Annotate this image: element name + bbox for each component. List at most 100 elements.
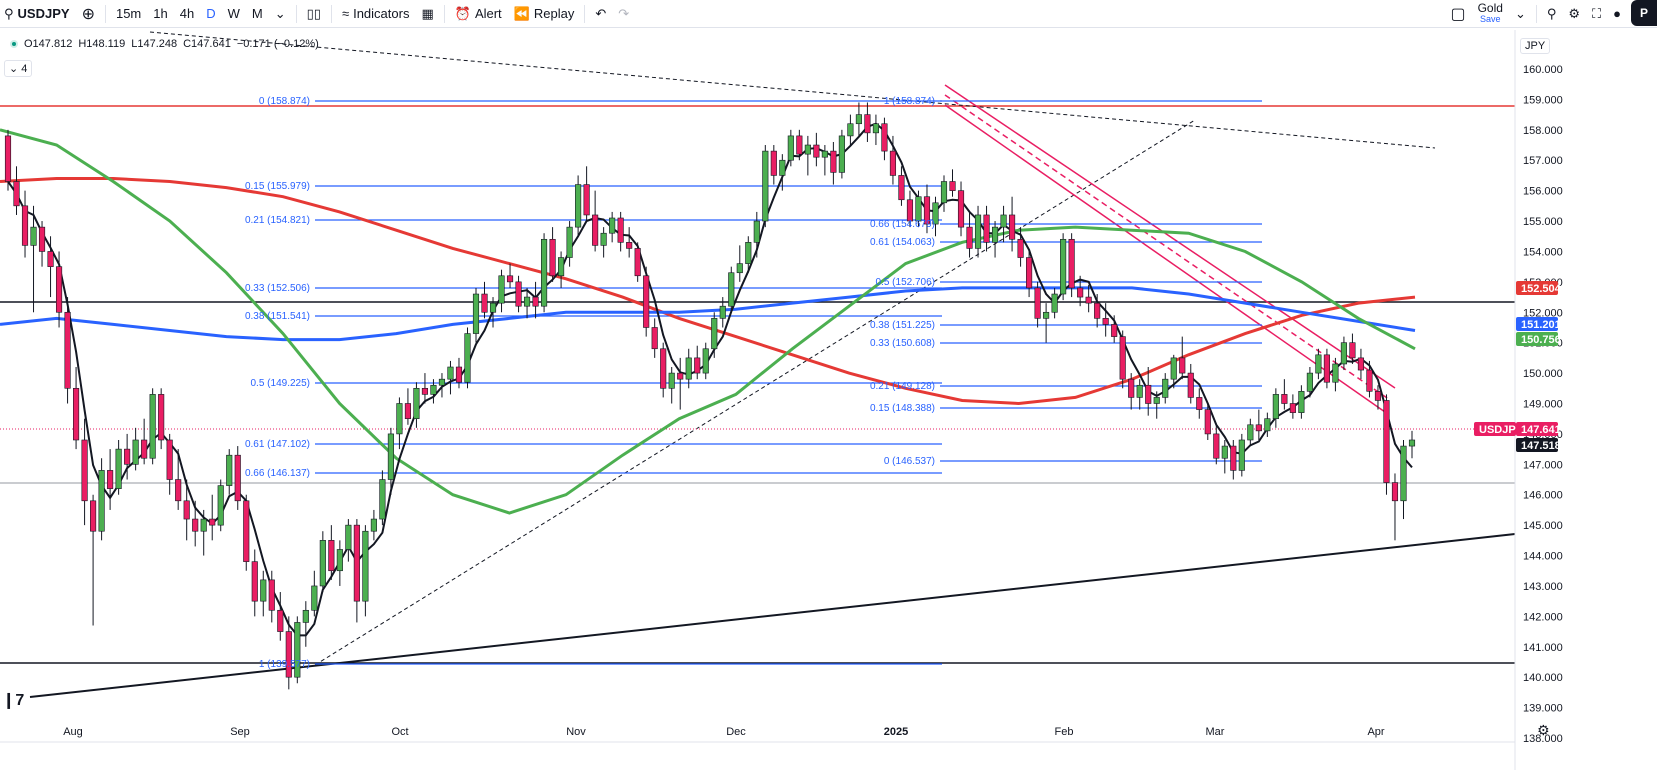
candle-body: [430, 384, 437, 395]
candle-body: [1281, 394, 1288, 404]
fib-labels: 0 (158.874) 0.15 (155.979) 0.21 (154.821) 0…: [245, 96, 935, 670]
candle-body: [1145, 384, 1152, 404]
alert-button[interactable]: ⏰ Alert: [449, 0, 508, 28]
candle-body: [124, 448, 131, 465]
candle-body: [1077, 287, 1084, 298]
candle-body: [362, 530, 369, 602]
candle-body: [779, 159, 786, 176]
candle-body: [1340, 342, 1347, 365]
timeframe-w[interactable]: W: [227, 6, 240, 21]
timeframe-m[interactable]: M: [251, 6, 263, 21]
channel-line: [944, 104, 1386, 413]
candle-body: [872, 123, 879, 134]
timeframe-15m[interactable]: 15m: [115, 6, 142, 21]
candle-body: [200, 518, 207, 532]
candle-body: [379, 479, 386, 520]
candle-body: [1221, 445, 1228, 459]
candle-body: [149, 394, 156, 459]
toolbar-divider: [443, 4, 445, 23]
time-tick-label: Mar: [1206, 726, 1225, 738]
chart-type-button[interactable]: ▯▯: [301, 0, 327, 28]
candle-body: [38, 226, 46, 252]
candle-body: [600, 232, 607, 246]
fib-right-label: 0.5 (152.706): [876, 277, 936, 288]
toolbar-divider: [330, 4, 332, 23]
candle-body: [1255, 424, 1262, 432]
candle-body: [183, 500, 190, 520]
candle-body: [1102, 318, 1109, 325]
candle-body: [1391, 482, 1399, 502]
candle-body: [243, 500, 250, 562]
timeframe-dropdown[interactable]: ⌄: [269, 0, 292, 28]
layout-square-button[interactable]: ▢: [1444, 0, 1471, 28]
timeframe-4h[interactable]: 4h: [179, 6, 195, 21]
candle-body: [1196, 397, 1203, 410]
countdown-price-tag-bg: [1516, 438, 1558, 452]
candle-body: [1230, 445, 1237, 471]
layout-save-button[interactable]: Gold Save: [1472, 0, 1509, 28]
candle-body: [47, 251, 54, 267]
price-tick-label: 158.000: [1523, 125, 1563, 137]
indicators-collapse-button[interactable]: ⌄ 4: [4, 60, 33, 77]
candle-body: [1408, 439, 1416, 447]
axis-settings-icon[interactable]: ⚙: [1537, 722, 1550, 738]
candle-body: [370, 518, 377, 532]
redo-button[interactable]: ↷: [612, 0, 635, 28]
candle-body: [906, 199, 914, 222]
indicators-icon: ≈: [341, 6, 350, 21]
fib-right-label: 0.15 (148.388): [870, 403, 935, 414]
candle-body: [90, 500, 97, 532]
symbol-search[interactable]: ⚲ USDJPY: [0, 0, 76, 28]
fullscreen-button[interactable]: ⛶: [1586, 0, 1607, 28]
countdown-price-tag: 147.518: [1521, 440, 1561, 452]
fib-right-label: 0 (146.537): [884, 456, 935, 467]
quick-search-button[interactable]: ⚲: [1541, 0, 1563, 28]
legend-low: L147.248: [131, 38, 178, 50]
timeframe-1h[interactable]: 1h: [153, 6, 168, 21]
indicators-button[interactable]: ≈ Indicators: [336, 0, 416, 28]
candle-body: [1034, 287, 1041, 319]
dashed-trend-line: [149, 31, 1436, 149]
candle-body: [1315, 354, 1322, 374]
candle-body: [626, 242, 633, 249]
undo-button[interactable]: ↶: [589, 0, 612, 28]
candle-body: [107, 470, 114, 489]
price-tick-label: 155.000: [1523, 216, 1563, 228]
candle-body: [1000, 214, 1007, 228]
candle-body: [1068, 238, 1075, 289]
publish-button[interactable]: P: [1631, 0, 1657, 26]
settings-button[interactable]: ⚙: [1562, 0, 1586, 28]
candle-body: [1162, 378, 1169, 398]
candle-body: [932, 202, 939, 225]
snapshot-button[interactable]: ●: [1607, 0, 1627, 28]
candle-body: [685, 357, 692, 380]
ohlc-legend: O147.812 H148.119 L147.248 C147.641 −0.1…: [10, 38, 319, 50]
replay-button[interactable]: ⏪ Replay: [508, 0, 581, 28]
candle-body: [1085, 296, 1092, 304]
candle-body: [1400, 445, 1407, 502]
indicators-label: Indicators: [353, 6, 410, 21]
compare-button[interactable]: ⊕: [76, 0, 101, 28]
candle-body: [319, 540, 326, 587]
candle-body: [251, 561, 258, 602]
candle-body: [1051, 293, 1058, 313]
candle-body: [1204, 409, 1211, 435]
candle-body: [55, 266, 63, 313]
candle-body: [277, 609, 284, 632]
time-axis[interactable]: Aug Sep Oct Nov Dec 2025 Feb Mar Apr: [0, 726, 1515, 743]
price-axis[interactable]: 160.000 159.000 158.000 157.000 156.000 155.0…: [1514, 30, 1563, 770]
candle-body: [1111, 324, 1118, 337]
short-moving-average-line: [7, 122, 1413, 637]
fullscreen-icon: ⛶: [1592, 5, 1602, 21]
candle-body: [158, 394, 165, 441]
price-tick-label: 146.000: [1523, 490, 1563, 502]
layout-dropdown[interactable]: ⌄: [1509, 0, 1532, 28]
candle-body: [830, 150, 837, 173]
candle-body: [575, 184, 582, 228]
price-chart[interactable]: 0 (158.874) 0.15 (155.979) 0.21 (154.821) 0…: [0, 30, 1657, 784]
search-icon: ⚲: [1546, 5, 1557, 21]
candle-body: [489, 302, 497, 313]
currency-label[interactable]: JPY: [1520, 38, 1551, 54]
timeframe-d[interactable]: D: [206, 6, 216, 21]
templates-button[interactable]: ▦: [415, 0, 439, 28]
